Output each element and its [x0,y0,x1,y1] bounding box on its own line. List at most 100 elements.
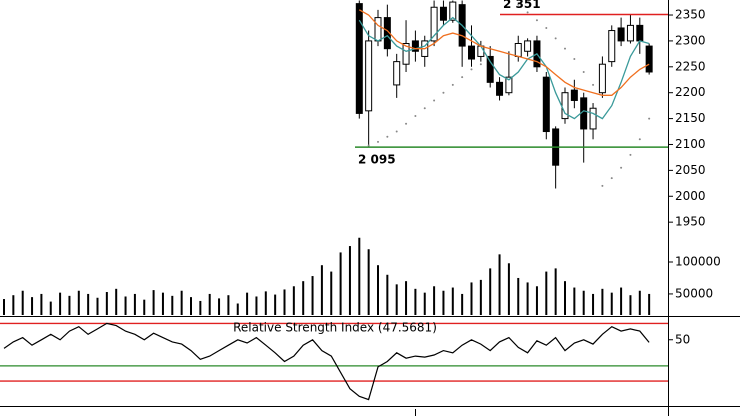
volume-bar [648,293,651,315]
volume-bar [171,295,174,315]
sar-dot [423,107,426,110]
volume-bar [620,287,623,315]
sar-dot [601,184,604,187]
sar-dot [592,83,595,86]
volume-bar [152,290,155,315]
volume-bar [638,290,641,315]
volume-bar [68,295,71,315]
volume-bar [414,288,417,315]
sar-dot [564,47,566,50]
volume-bar [49,301,52,315]
sar-dot [582,70,585,73]
volume-bar [292,286,295,315]
sar-dot [405,122,408,125]
volume-bar [348,246,351,315]
volume-bar [12,295,15,315]
candle-body [496,81,504,96]
y-tick-label: 2250 [675,59,706,73]
volume-bar [470,282,473,315]
y-tick-label: 1950 [675,215,706,229]
volume-bar [405,281,408,315]
candle-body [598,63,606,94]
sar-dot [433,99,436,102]
volume-bar [218,298,221,315]
volume-bar [545,271,548,315]
sar-dot [386,135,389,138]
sar-dot [526,11,529,14]
sar-dot [461,76,464,79]
sar-dot [629,153,632,156]
volume-bar [358,237,361,315]
sar-dot [648,117,651,120]
volume-bar [124,296,127,315]
reference-label: 2 095 [358,153,396,167]
sar-dot [638,138,641,141]
sar-dot [470,68,473,71]
plot-area [0,322,668,401]
sar-dot [414,115,417,117]
candle-body [402,43,410,65]
volume-bar [489,268,492,315]
volume-bar [395,284,398,315]
volume-bar [236,303,239,315]
volume-bar [255,296,258,315]
volume-bar [423,292,426,315]
volume-bar [320,265,323,315]
volume-bar [377,265,379,315]
candle-body [514,43,522,57]
candle-body [355,3,363,114]
volume-bar [526,282,529,315]
volume-bar [517,277,520,315]
y-tick-label: 50 [675,332,690,346]
candle-body [570,89,578,101]
volume-bar [87,293,90,315]
y-tick-label: 2000 [675,189,706,203]
volume-bar [573,287,576,315]
candle-body [636,24,644,42]
candle-body [430,6,438,42]
candle-body [468,45,475,60]
sar-dot [517,3,520,6]
volume-bar [451,287,454,315]
volume-bar [105,292,108,315]
volume-bar [31,297,34,315]
volume-bar [479,279,482,315]
plot-area [355,0,653,189]
volume-bar [601,288,604,315]
rsi-line [3,322,650,401]
sar-dot [367,144,370,147]
reference-label: 2 351 [503,0,541,11]
candle-body [617,27,625,42]
candle-body [477,45,485,57]
candle-body [411,40,419,52]
sar-dot [573,58,576,61]
candle-body [524,40,532,52]
candle-body [580,97,588,130]
candle-body [542,76,550,133]
volume-bar [592,293,595,315]
sar-dot [620,166,623,169]
candle-body [365,40,373,112]
candle-body [608,30,616,63]
volume-bar [367,249,370,315]
volume-bar [386,274,389,315]
volume-bar [498,254,501,315]
y-tick-label: 100000 [675,255,721,269]
volume-bar [59,292,62,315]
sar-dot [451,83,454,86]
candle-body [374,17,382,42]
sar-dot [479,63,482,66]
moving-average-line [358,16,650,120]
volume-bar [629,295,632,315]
sar-dot [442,91,445,94]
volume-bar [554,268,557,315]
candle-body [589,107,597,130]
sar-dot [610,177,613,180]
y-tick-label: 2200 [675,85,706,99]
volume-bar [433,286,436,315]
volume-bar [190,297,192,315]
candle-body [486,55,494,83]
volume-bar [21,290,24,315]
plot-area [3,237,651,315]
